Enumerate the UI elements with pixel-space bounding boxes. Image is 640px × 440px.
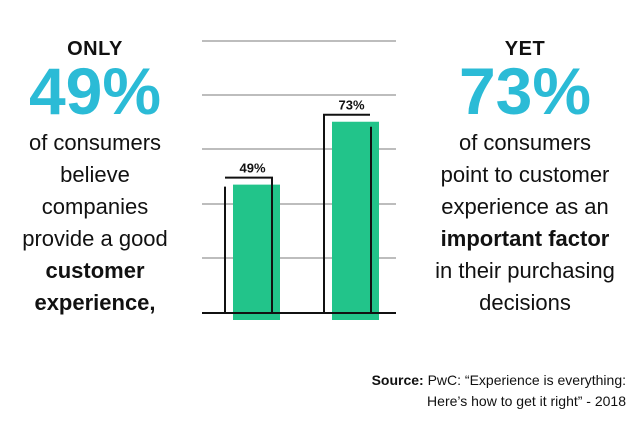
right-line: of consumers <box>458 130 592 155</box>
right-bold-line: important factor <box>440 226 610 251</box>
source-line1: PwC: “Experience is everything: <box>427 372 626 388</box>
data-label: 49% <box>239 161 265 176</box>
left-stat: 49% <box>28 54 162 128</box>
source-label: Source: <box>371 372 424 388</box>
left-panel: ONLY 49% of consumers believe companies … <box>0 38 190 319</box>
source-note: Source: PwC: “Experience is everything: … <box>372 370 626 412</box>
left-line: of consumers <box>28 130 162 155</box>
left-line: companies <box>41 194 149 219</box>
right-line: experience as an <box>441 194 609 219</box>
bar-bracket <box>224 176 273 313</box>
left-line: provide a good <box>22 226 168 251</box>
right-kicker: YET <box>504 38 546 60</box>
right-line: in their purchasing <box>435 258 615 283</box>
left-bold-line: experience, <box>34 290 156 315</box>
right-stat: 73% <box>458 54 592 128</box>
right-line: decisions <box>479 290 571 315</box>
left-bold-line: customer <box>45 258 145 283</box>
data-label: 73% <box>338 98 364 113</box>
source-line2: Here’s how to get it right” - 2018 <box>427 393 626 409</box>
bar-bracket <box>323 113 372 313</box>
right-line: point to customer <box>440 162 610 187</box>
right-panel: YET 73% of consumers point to customer e… <box>410 38 640 319</box>
left-kicker: ONLY <box>67 38 123 60</box>
left-line: believe <box>60 162 130 187</box>
